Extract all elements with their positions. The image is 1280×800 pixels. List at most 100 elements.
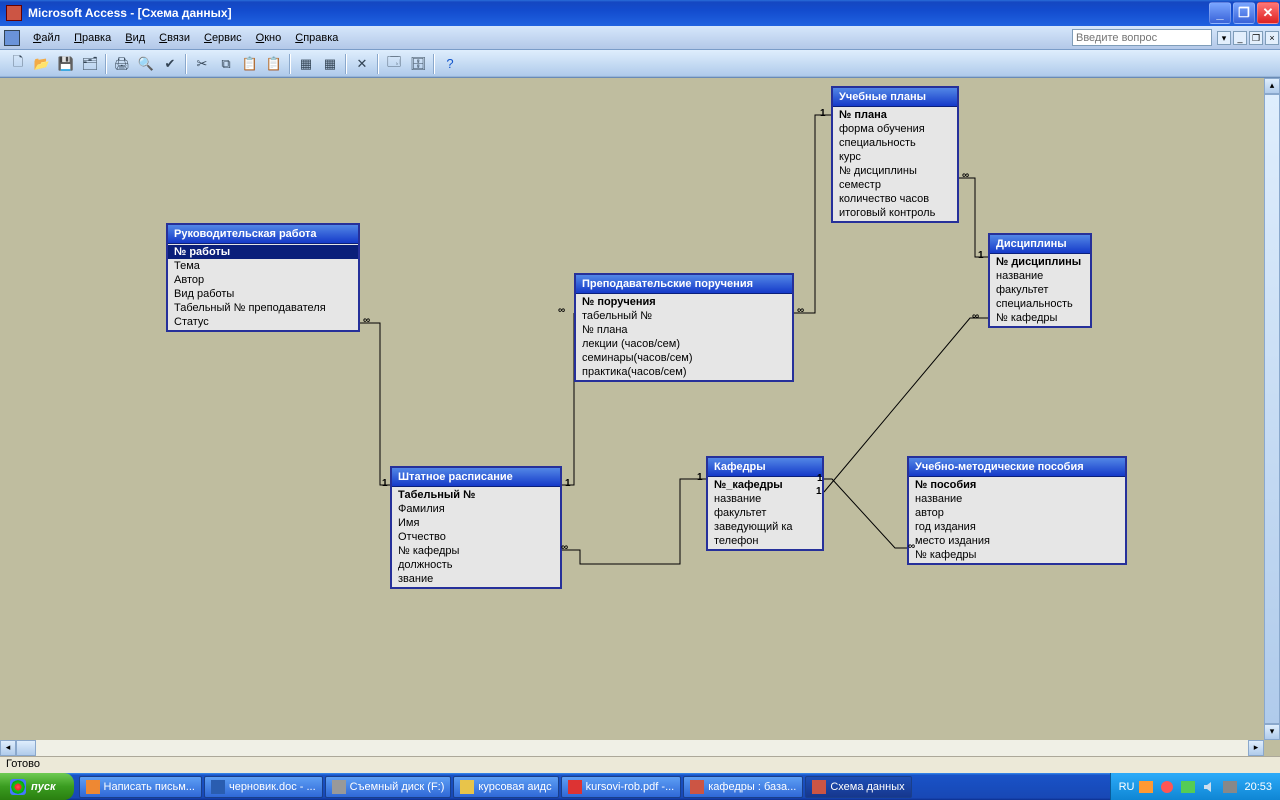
paste-icon[interactable]: 📋 xyxy=(239,53,261,75)
taskbar-button[interactable]: Схема данных xyxy=(805,776,911,798)
field[interactable]: должность xyxy=(392,558,560,572)
language-indicator[interactable]: RU xyxy=(1119,781,1135,793)
taskbar-button[interactable]: курсовая аидс xyxy=(453,776,558,798)
menu-Связи[interactable]: Связи xyxy=(152,29,197,47)
field[interactable]: Вид работы xyxy=(168,287,358,301)
mdi-close[interactable]: × xyxy=(1265,31,1279,45)
field[interactable]: № кафедры xyxy=(909,548,1125,562)
field[interactable]: Автор xyxy=(168,273,358,287)
help-icon[interactable]: ? xyxy=(439,53,461,75)
table-t4[interactable]: Кафедры№_кафедрыназваниефакультетзаведую… xyxy=(706,456,824,551)
close-button[interactable]: ✕ xyxy=(1257,2,1279,24)
field[interactable]: № кафедры xyxy=(392,544,560,558)
relationships-canvas[interactable]: Руководительская работа№ работыТемаАвтор… xyxy=(0,78,1280,740)
taskbar-button[interactable]: kursovi-rob.pdf -... xyxy=(561,776,682,798)
field[interactable]: № пособия xyxy=(909,478,1125,492)
field[interactable]: семестр xyxy=(833,178,957,192)
field[interactable]: телефон xyxy=(708,534,822,548)
minimize-button[interactable]: _ xyxy=(1209,2,1231,24)
field[interactable]: Имя xyxy=(392,516,560,530)
field[interactable]: заведующий ка xyxy=(708,520,822,534)
tray-icon[interactable] xyxy=(1160,780,1176,794)
paste2-icon[interactable]: 📋 xyxy=(263,53,285,75)
menu-Справка[interactable]: Справка xyxy=(288,29,345,47)
field[interactable]: практика(часов/сем) xyxy=(576,365,792,379)
table-header[interactable]: Штатное расписание xyxy=(392,468,560,487)
horizontal-scrollbar[interactable]: ◂▸ xyxy=(0,740,1264,756)
menu-Файл[interactable]: Файл xyxy=(26,29,67,47)
restore-button[interactable]: ❐ xyxy=(1233,2,1255,24)
save-icon[interactable]: 💾 xyxy=(55,53,77,75)
table-t2[interactable]: Штатное расписаниеТабельный №ФамилияИмяО… xyxy=(390,466,562,589)
menu-Окно[interactable]: Окно xyxy=(249,29,289,47)
field[interactable]: автор xyxy=(909,506,1125,520)
open-icon[interactable]: 📂 xyxy=(31,53,53,75)
help-question-box[interactable] xyxy=(1072,29,1212,46)
field[interactable]: № дисциплины xyxy=(833,164,957,178)
table-t5[interactable]: Учебные планы№ планаформа обученияспециа… xyxy=(831,86,959,223)
volume-icon[interactable] xyxy=(1202,780,1218,794)
tray-icon[interactable] xyxy=(1139,780,1155,794)
table-t3[interactable]: Преподавательские поручения№ порученията… xyxy=(574,273,794,382)
menu-Вид[interactable]: Вид xyxy=(118,29,152,47)
field[interactable]: год издания xyxy=(909,520,1125,534)
system-tray[interactable]: RU 20:53 xyxy=(1110,773,1280,800)
question-dropdown[interactable]: ▾ xyxy=(1217,31,1231,45)
field[interactable]: факультет xyxy=(708,506,822,520)
field[interactable]: № плана xyxy=(576,323,792,337)
taskbar-button[interactable]: Съемный диск (F:) xyxy=(325,776,452,798)
table-header[interactable]: Преподавательские поручения xyxy=(576,275,792,294)
menu-Правка[interactable]: Правка xyxy=(67,29,118,47)
field[interactable]: специальность xyxy=(833,136,957,150)
taskbar-button[interactable]: черновик.doc - ... xyxy=(204,776,323,798)
copy-icon[interactable]: ⧉ xyxy=(215,53,237,75)
window-icon[interactable]: 🗔 xyxy=(383,53,405,75)
field[interactable]: лекции (часов/сем) xyxy=(576,337,792,351)
delete-icon[interactable]: ✕ xyxy=(351,53,373,75)
start-button[interactable]: пуск xyxy=(0,773,74,800)
field[interactable]: семинары(часов/сем) xyxy=(576,351,792,365)
table-header[interactable]: Руководительская работа xyxy=(168,225,358,244)
field[interactable]: итоговый контроль xyxy=(833,206,957,220)
table-header[interactable]: Учебные планы xyxy=(833,88,957,107)
field[interactable]: название xyxy=(990,269,1090,283)
field[interactable]: Фамилия xyxy=(392,502,560,516)
field[interactable]: Отчество xyxy=(392,530,560,544)
mdi-restore[interactable]: ❐ xyxy=(1249,31,1263,45)
field[interactable]: табельный № xyxy=(576,309,792,323)
field[interactable]: Табельный № преподавателя xyxy=(168,301,358,315)
field[interactable]: Статус xyxy=(168,315,358,329)
vertical-scrollbar[interactable]: ▴▾ xyxy=(1264,78,1280,740)
field[interactable]: № поручения xyxy=(576,295,792,309)
table-header[interactable]: Кафедры xyxy=(708,458,822,477)
saveall-icon[interactable]: 🗂 xyxy=(79,53,101,75)
field[interactable]: факультет xyxy=(990,283,1090,297)
field[interactable]: количество часов xyxy=(833,192,957,206)
spell-icon[interactable]: ✔ xyxy=(159,53,181,75)
print-icon[interactable]: 🖨 xyxy=(111,53,133,75)
field[interactable]: Табельный № xyxy=(392,488,560,502)
table-header[interactable]: Дисциплины xyxy=(990,235,1090,254)
field[interactable]: место издания xyxy=(909,534,1125,548)
field[interactable]: № дисциплины xyxy=(990,255,1090,269)
taskbar-button[interactable]: кафедры : база... xyxy=(683,776,803,798)
cut-icon[interactable]: ✂ xyxy=(191,53,213,75)
preview-icon[interactable]: 🔍 xyxy=(135,53,157,75)
field[interactable]: №_кафедры xyxy=(708,478,822,492)
tray-icon[interactable] xyxy=(1181,780,1197,794)
table-header[interactable]: Учебно-методические пособия xyxy=(909,458,1125,477)
menu-Сервис[interactable]: Сервис xyxy=(197,29,249,47)
field[interactable]: форма обучения xyxy=(833,122,957,136)
field[interactable]: название xyxy=(708,492,822,506)
field[interactable]: название xyxy=(909,492,1125,506)
taskbar-button[interactable]: Написать письм... xyxy=(79,776,202,798)
field[interactable]: № работы xyxy=(168,245,358,259)
table-t1[interactable]: Руководительская работа№ работыТемаАвтор… xyxy=(166,223,360,332)
mdi-minimize[interactable]: _ xyxy=(1233,31,1247,45)
tray-icon[interactable] xyxy=(1223,780,1239,794)
showall-icon[interactable]: ▦ xyxy=(319,53,341,75)
field[interactable]: № кафедры xyxy=(990,311,1090,325)
table-t7[interactable]: Учебно-методические пособия№ пособияназв… xyxy=(907,456,1127,565)
table-t6[interactable]: Дисциплины№ дисциплиныназваниефакультетс… xyxy=(988,233,1092,328)
new-icon[interactable]: 🗋 xyxy=(7,53,29,75)
